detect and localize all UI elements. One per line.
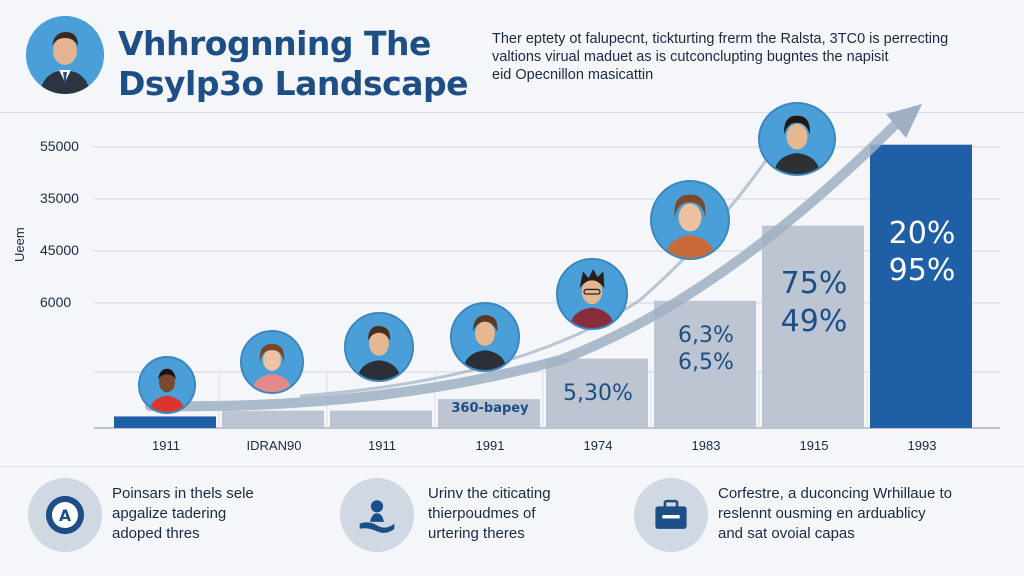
feature-text-1: Poinsars in thels sele apgalize tadering… [112,484,254,544]
x-tick-label: 1911 [152,438,180,453]
feature-line: and sat ovoial capas [718,525,855,542]
bars [114,144,972,428]
feature-icon-1: A [28,478,102,552]
bar [762,225,864,428]
bar-value-label: 360-bapey [451,401,529,417]
feature-line: thierpoudmes of [428,505,536,522]
briefcase-icon [655,499,687,529]
bar [222,410,324,428]
bar [546,358,648,428]
y-tick-label: 6000 [40,294,72,310]
y-tick-label: 55000 [40,138,79,154]
page-title: Vhhrognning The Dsylp3o Landscape [118,24,469,104]
bar-value-label: 6,3% 6,5% [678,322,734,376]
y-tick-label: 45000 [40,242,79,258]
subtitle-line-3: eid Opecnillon masicattin [492,67,654,83]
avatar [138,356,196,414]
header-divider [0,112,1024,113]
feature-line: apgalize tadering [112,505,227,522]
feature-line: reslennt ousming en arduablicy [718,505,926,522]
avatar [344,312,414,382]
bar-value-label: 20% 95% [888,215,956,289]
title-line-1: Vhhrognning The [118,24,431,63]
bar [438,399,540,428]
subtitle-line-2: valtions virual maduet as is cutconclupt… [492,49,889,65]
bar [870,144,972,428]
x-tick-label: IDRAN90 [246,438,302,453]
hand-person-icon [359,500,395,533]
x-tick-label: 1915 [799,438,829,453]
avatar [240,330,304,394]
bar [654,300,756,428]
subtitle: Ther eptety ot falupecnt, tickturting fr… [492,30,1002,84]
feature-icon-3 [634,478,708,552]
subtitle-line-1: Ther eptety ot falupecnt, tickturting fr… [492,31,949,47]
bar [114,416,216,428]
feature-text-3: Corfestre, a duconcing Wrhillaue to resl… [718,484,952,544]
feature-text-2: Urinv the citicating thierpoudmes of urt… [428,484,551,544]
title-line-2: Dsylp3o Landscape [118,64,469,103]
bar-value-label: 5,30% [563,380,633,406]
trend-line [145,115,905,412]
x-tick-label: 1974 [583,438,613,453]
feature-line: Urinv the citicating [428,485,551,502]
avatar [758,102,836,176]
feature-line: Corfestre, a duconcing Wrhillaue to [718,485,953,502]
x-tick-label: 1983 [691,438,721,453]
letter-a-badge-icon: A [45,495,85,535]
feature-line: urtering theres [428,525,525,542]
trend-line-secondary [299,139,782,398]
feature-icon-2 [340,478,414,552]
svg-text:A: A [59,507,71,525]
footer-divider [0,466,1024,467]
bar [330,410,432,428]
x-tick-label: 1991 [475,438,505,453]
avatar [650,180,730,260]
presenter-avatar [26,16,104,94]
x-tick-label: 1993 [907,438,937,453]
bar-value-label: 75% 49% [780,266,848,339]
avatar [450,302,520,372]
trend-arrow [145,104,922,412]
feature-line: Poinsars in thels sele [112,485,254,502]
avatar [556,258,628,330]
y-tick-label: 35000 [40,190,79,206]
x-tick-label: 1911 [368,438,396,453]
feature-line: adoped thres [112,525,200,542]
trend-arrowhead [886,104,922,138]
